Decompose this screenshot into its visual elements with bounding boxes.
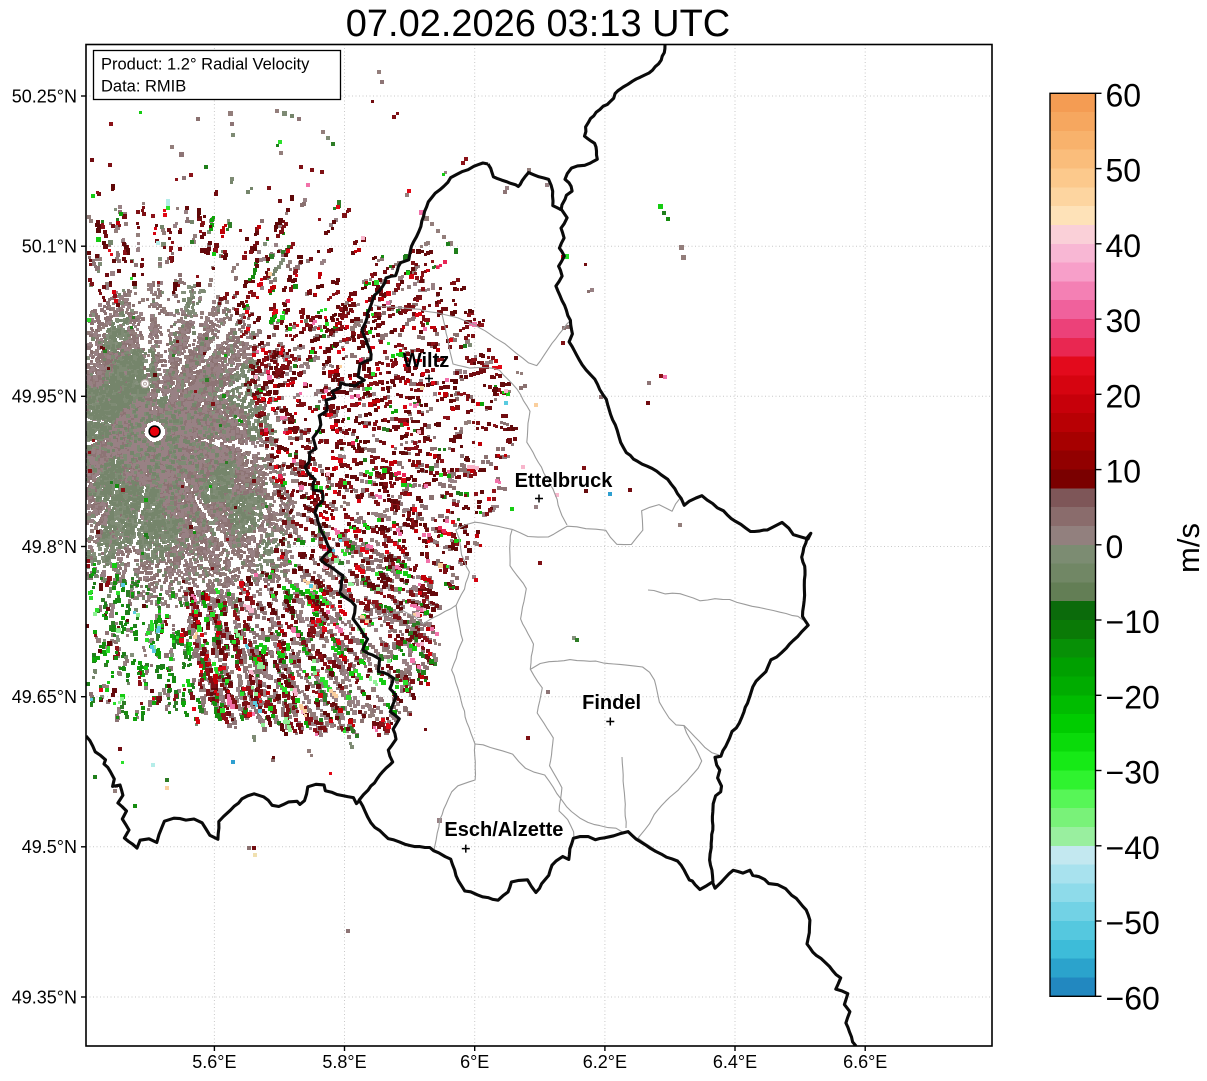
svg-text:Data: RMIB: Data: RMIB <box>101 78 186 96</box>
svg-text:6.6°E: 6.6°E <box>843 1052 887 1072</box>
svg-text:−30: −30 <box>1106 755 1160 791</box>
svg-text:49.5°N: 49.5°N <box>22 837 77 857</box>
svg-text:6.4°E: 6.4°E <box>713 1052 757 1072</box>
svg-text:6.2°E: 6.2°E <box>583 1052 627 1072</box>
svg-text:5.6°E: 5.6°E <box>192 1052 236 1072</box>
svg-text:Esch/Alzette: Esch/Alzette <box>444 819 563 841</box>
svg-text:6°E: 6°E <box>460 1052 489 1072</box>
svg-text:49.8°N: 49.8°N <box>22 537 77 557</box>
svg-text:50.1°N: 50.1°N <box>22 237 77 257</box>
svg-text:−40: −40 <box>1106 830 1160 866</box>
svg-text:10: 10 <box>1106 454 1142 490</box>
svg-text:Findel: Findel <box>582 692 641 714</box>
svg-text:−60: −60 <box>1106 980 1160 1016</box>
svg-text:07.02.2026 03:13 UTC: 07.02.2026 03:13 UTC <box>346 3 731 45</box>
svg-text:Product: 1.2° Radial Velocity: Product: 1.2° Radial Velocity <box>101 56 310 74</box>
svg-text:40: 40 <box>1106 228 1142 264</box>
svg-text:30: 30 <box>1106 303 1142 339</box>
svg-text:50.25°N: 50.25°N <box>12 86 77 106</box>
svg-text:5.8°E: 5.8°E <box>322 1052 366 1072</box>
svg-text:49.95°N: 49.95°N <box>12 387 77 407</box>
svg-text:m/s: m/s <box>1171 523 1206 573</box>
svg-text:−20: −20 <box>1106 679 1160 715</box>
svg-text:50: 50 <box>1106 153 1142 189</box>
svg-text:Wiltz: Wiltz <box>403 350 449 372</box>
svg-text:20: 20 <box>1106 378 1142 414</box>
svg-text:−50: −50 <box>1106 905 1160 941</box>
svg-text:49.35°N: 49.35°N <box>12 987 77 1007</box>
svg-text:−10: −10 <box>1106 604 1160 640</box>
svg-text:0: 0 <box>1106 529 1124 565</box>
svg-text:60: 60 <box>1106 77 1142 113</box>
svg-text:Ettelbruck: Ettelbruck <box>515 470 614 492</box>
svg-text:49.65°N: 49.65°N <box>12 687 77 707</box>
